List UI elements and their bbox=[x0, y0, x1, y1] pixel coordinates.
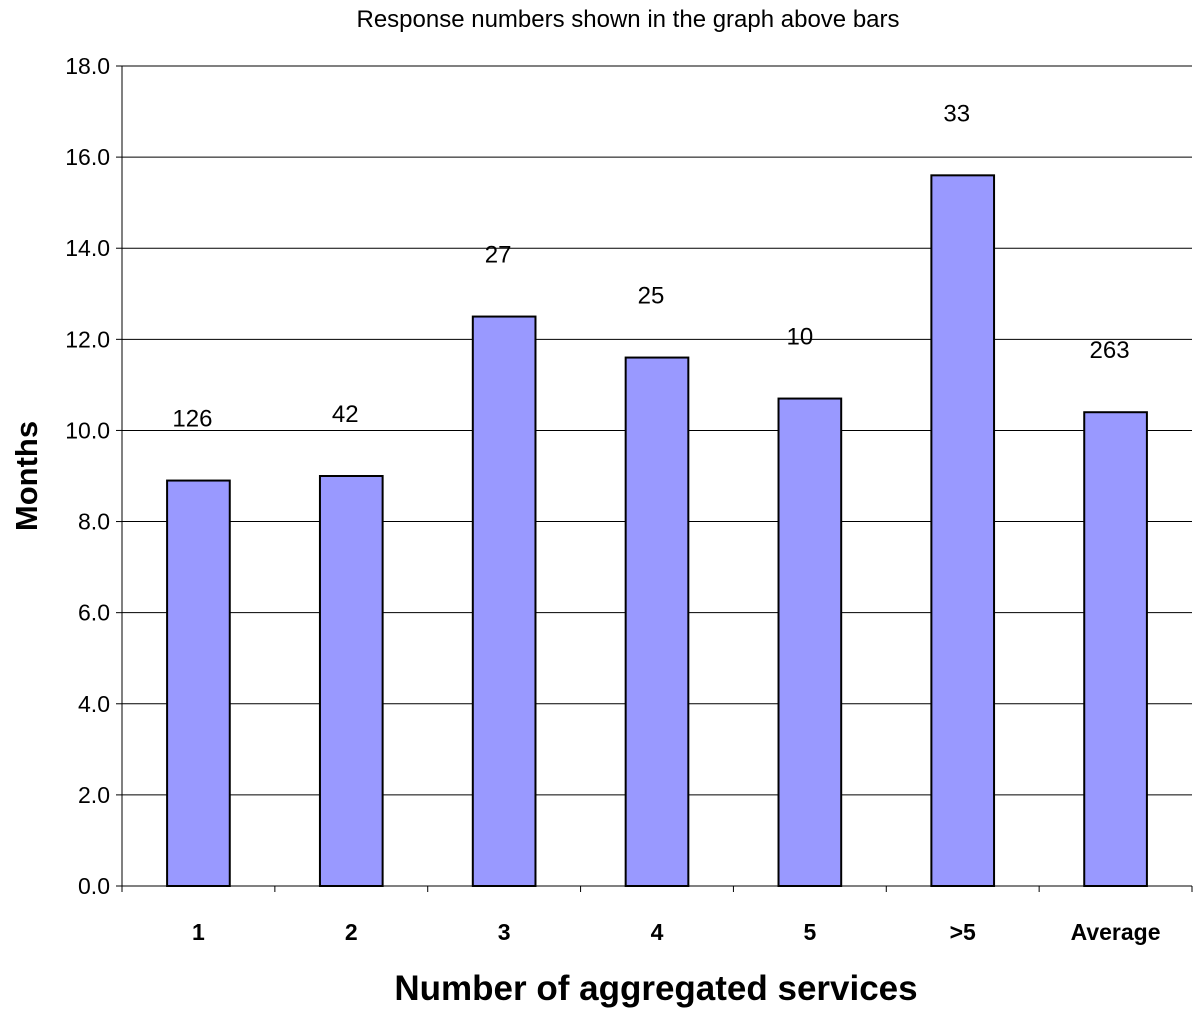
bars bbox=[166, 174, 1148, 888]
y-axis-title: Months bbox=[9, 421, 44, 531]
x-axis-title: Number of aggregated services bbox=[394, 969, 917, 1008]
y-tick-label: 16.0 bbox=[65, 144, 110, 170]
bar-4 bbox=[624, 356, 690, 887]
data-label: 27 bbox=[485, 242, 512, 269]
data-label: 10 bbox=[787, 324, 814, 351]
data-label: 33 bbox=[943, 100, 970, 127]
bar-7 bbox=[1083, 411, 1148, 887]
y-tick-labels: 0.0 2.0 4.0 6.0 8.0 10.0 12.0 14.0 16.0 18.0 bbox=[65, 53, 110, 899]
bar-3 bbox=[471, 315, 537, 887]
x-tick-label: 5 bbox=[803, 919, 816, 945]
x-tick-labels: 1 2 3 4 5 >5 Average bbox=[192, 919, 1161, 945]
bar-5 bbox=[777, 397, 843, 887]
bar-1 bbox=[166, 479, 231, 887]
data-label: 25 bbox=[638, 283, 665, 310]
bar-6 bbox=[930, 174, 996, 888]
x-tick-label: Average bbox=[1071, 919, 1161, 945]
y-tick-label: 10.0 bbox=[65, 417, 110, 443]
bar-2 bbox=[318, 475, 384, 887]
y-tick-label: 6.0 bbox=[78, 600, 110, 626]
y-tick-label: 18.0 bbox=[65, 53, 110, 79]
x-tick-label: 2 bbox=[345, 919, 358, 945]
data-label: 126 bbox=[172, 406, 212, 433]
y-tick-label: 0.0 bbox=[78, 873, 110, 899]
data-label: 263 bbox=[1090, 337, 1130, 364]
y-tick-label: 14.0 bbox=[65, 235, 110, 261]
x-tick-label: 1 bbox=[192, 919, 205, 945]
x-tick-label: 4 bbox=[651, 919, 664, 945]
data-labels: 126 42 27 25 10 33 263 bbox=[172, 100, 1129, 432]
y-tick-label: 12.0 bbox=[65, 326, 110, 352]
y-tick-label: 4.0 bbox=[78, 691, 110, 717]
y-tick-label: 2.0 bbox=[78, 782, 110, 808]
x-tick-label: 3 bbox=[498, 919, 511, 945]
data-label: 42 bbox=[332, 401, 359, 428]
y-tick-label: 8.0 bbox=[78, 509, 110, 535]
x-tick-label: >5 bbox=[950, 919, 976, 945]
chart-title: Response numbers shown in the graph abov… bbox=[357, 6, 900, 33]
